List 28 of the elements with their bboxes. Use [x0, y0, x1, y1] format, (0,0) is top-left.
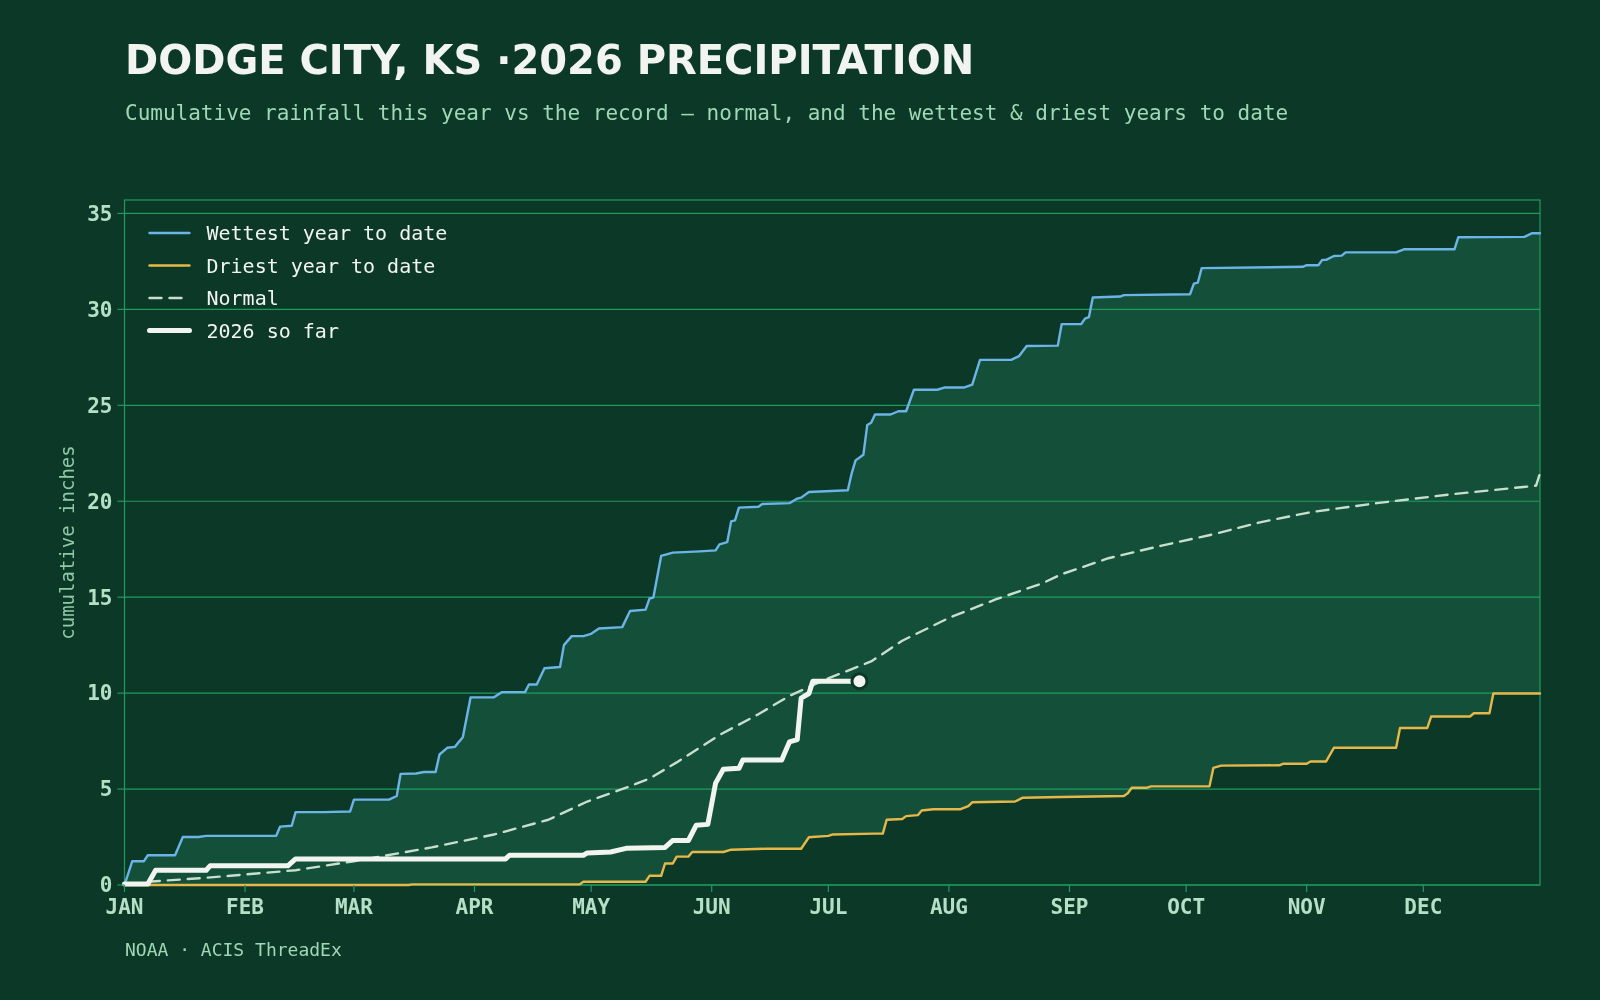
y-tick-label: 10 [87, 681, 113, 706]
x-tick-label: OCT [1167, 895, 1206, 919]
x-tick-label: JUL [809, 895, 848, 919]
y-tick-label: 5 [99, 777, 113, 802]
chart-subtitle: Cumulative rainfall this year vs the record — normal, and the wettest & driest years to date [125, 101, 1289, 125]
text: NOAA · ACIS ThreadEx [125, 939, 342, 960]
y-tick-label: 20 [87, 489, 113, 514]
y-tick-label: 15 [87, 585, 113, 610]
x-tick-label: MAR [334, 895, 374, 919]
legend-label: 2026 so far [206, 318, 339, 343]
legend-label: Wettest year to date [206, 221, 448, 245]
x-tick-label: AUG [929, 895, 968, 919]
y-tick-label: 25 [87, 393, 113, 418]
y-axis-title: cumulative inches [56, 445, 78, 640]
x-tick-label: JAN [105, 895, 144, 919]
x-tick-label: JUN [692, 895, 731, 919]
x-tick-label: APR [455, 895, 494, 919]
x-tick-label: SEP [1050, 895, 1089, 919]
legend-label: Normal [206, 286, 279, 310]
y-tick-label: 0 [99, 873, 113, 898]
x-tick-label: FEB [226, 895, 265, 919]
x-tick-label: MAY [572, 895, 611, 919]
x-tick-label: NOV [1287, 895, 1326, 919]
chart-title: DODGE CITY, KS ·2026 PRECIPITATION [125, 37, 975, 83]
y-tick-label: 30 [87, 297, 113, 322]
y-tick-label: 35 [87, 201, 113, 226]
legend-label: Driest year to date [206, 253, 436, 278]
x-tick-label: DEC [1404, 895, 1443, 919]
